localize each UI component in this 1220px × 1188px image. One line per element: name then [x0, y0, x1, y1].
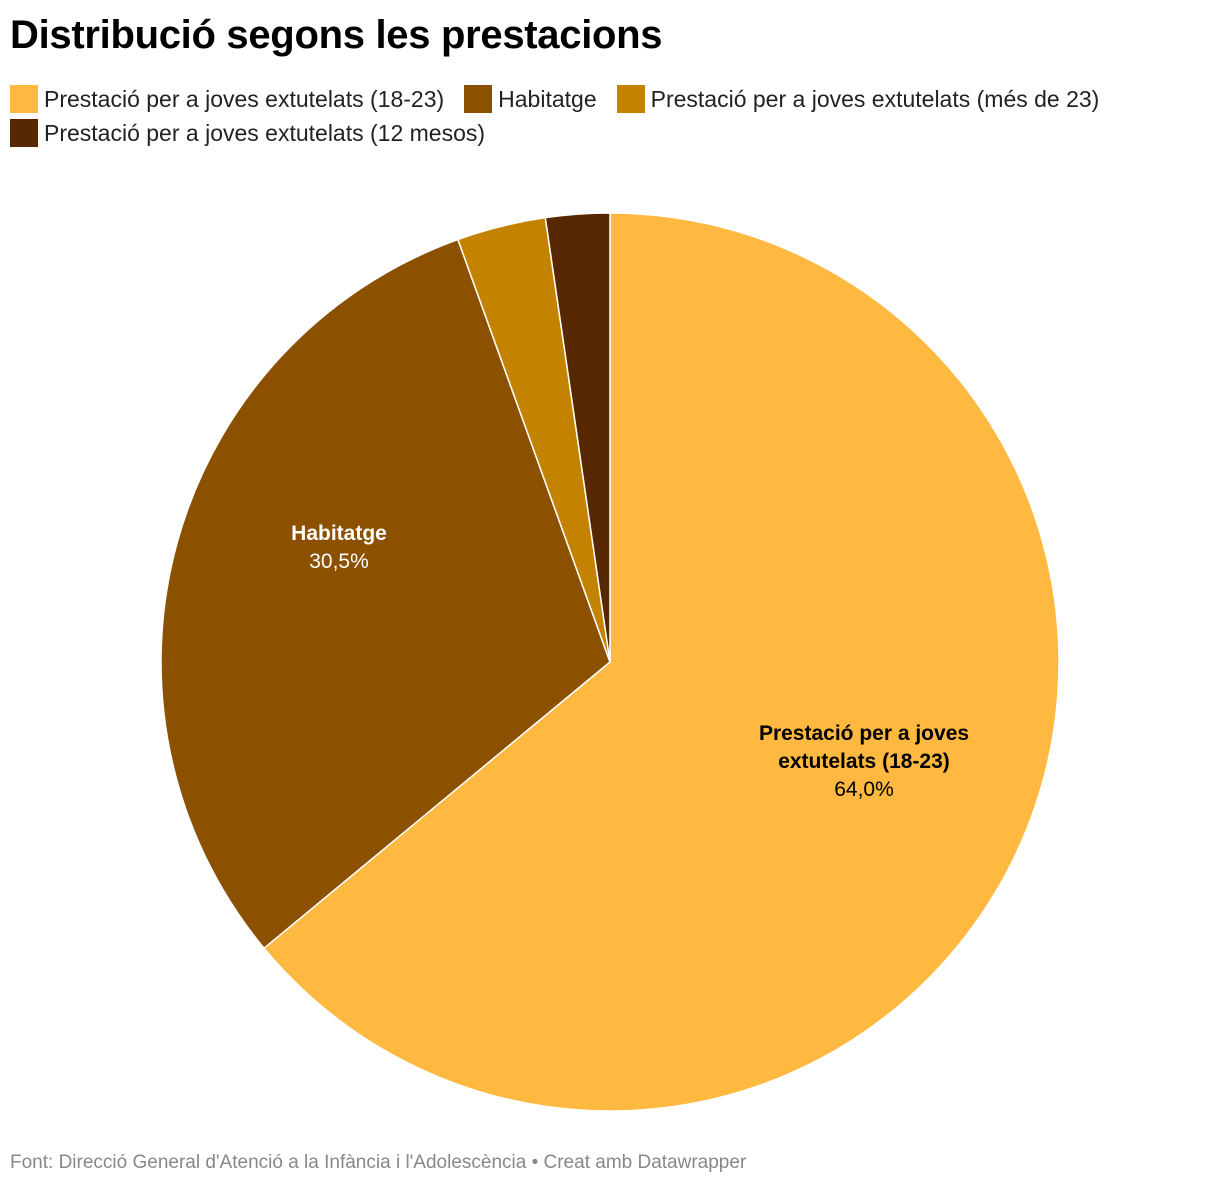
pie-slice-0	[263, 212, 1060, 1112]
legend-swatch	[464, 85, 493, 113]
legend-label: Habitatge	[498, 85, 597, 112]
slice-value: 30,5%	[309, 550, 369, 573]
legend-label: Prestació per a joves extutelats (més de…	[650, 85, 1100, 112]
legend-item-18-23: Prestació per a joves extutelats (18-23)	[10, 85, 444, 113]
pie-slice-3	[544, 212, 611, 663]
slice-label-name: extutelats (18-23)	[778, 750, 950, 773]
legend-item-mes-de-23: Prestació per a joves extutelats (més de…	[616, 85, 1100, 113]
slice-label-1: Habitatge 30,5%	[291, 522, 387, 573]
legend-item-habitatge: Habitatge	[464, 85, 597, 113]
legend-row-2: Prestació per a joves extutelats (12 mes…	[10, 116, 1200, 150]
legend-swatch	[10, 85, 38, 113]
legend-row-1: Prestació per a joves extutelats (18-23)…	[10, 82, 1200, 116]
pie-slice-1	[160, 238, 611, 949]
legend-swatch	[10, 119, 38, 147]
legend: Prestació per a joves extutelats (18-23)…	[10, 82, 1200, 150]
slice-value: 64,0%	[834, 778, 894, 801]
slice-label-name: Habitatge	[291, 522, 387, 545]
source-footer: Font: Direcció General d'Atenció a la In…	[10, 1152, 747, 1173]
legend-swatch	[616, 85, 645, 113]
chart-title: Distribució segons les prestacions	[10, 13, 663, 57]
legend-item-12-mesos: Prestació per a joves extutelats (12 mes…	[10, 119, 485, 147]
slice-label-0: Prestació per a joves extutelats (18-23) 6…	[759, 722, 969, 801]
legend-label: Prestació per a joves extutelats (18-23)	[44, 85, 445, 112]
legend-label: Prestació per a joves extutelats (12 mes…	[44, 119, 486, 146]
slice-label-name: Prestació per a joves	[759, 722, 969, 745]
